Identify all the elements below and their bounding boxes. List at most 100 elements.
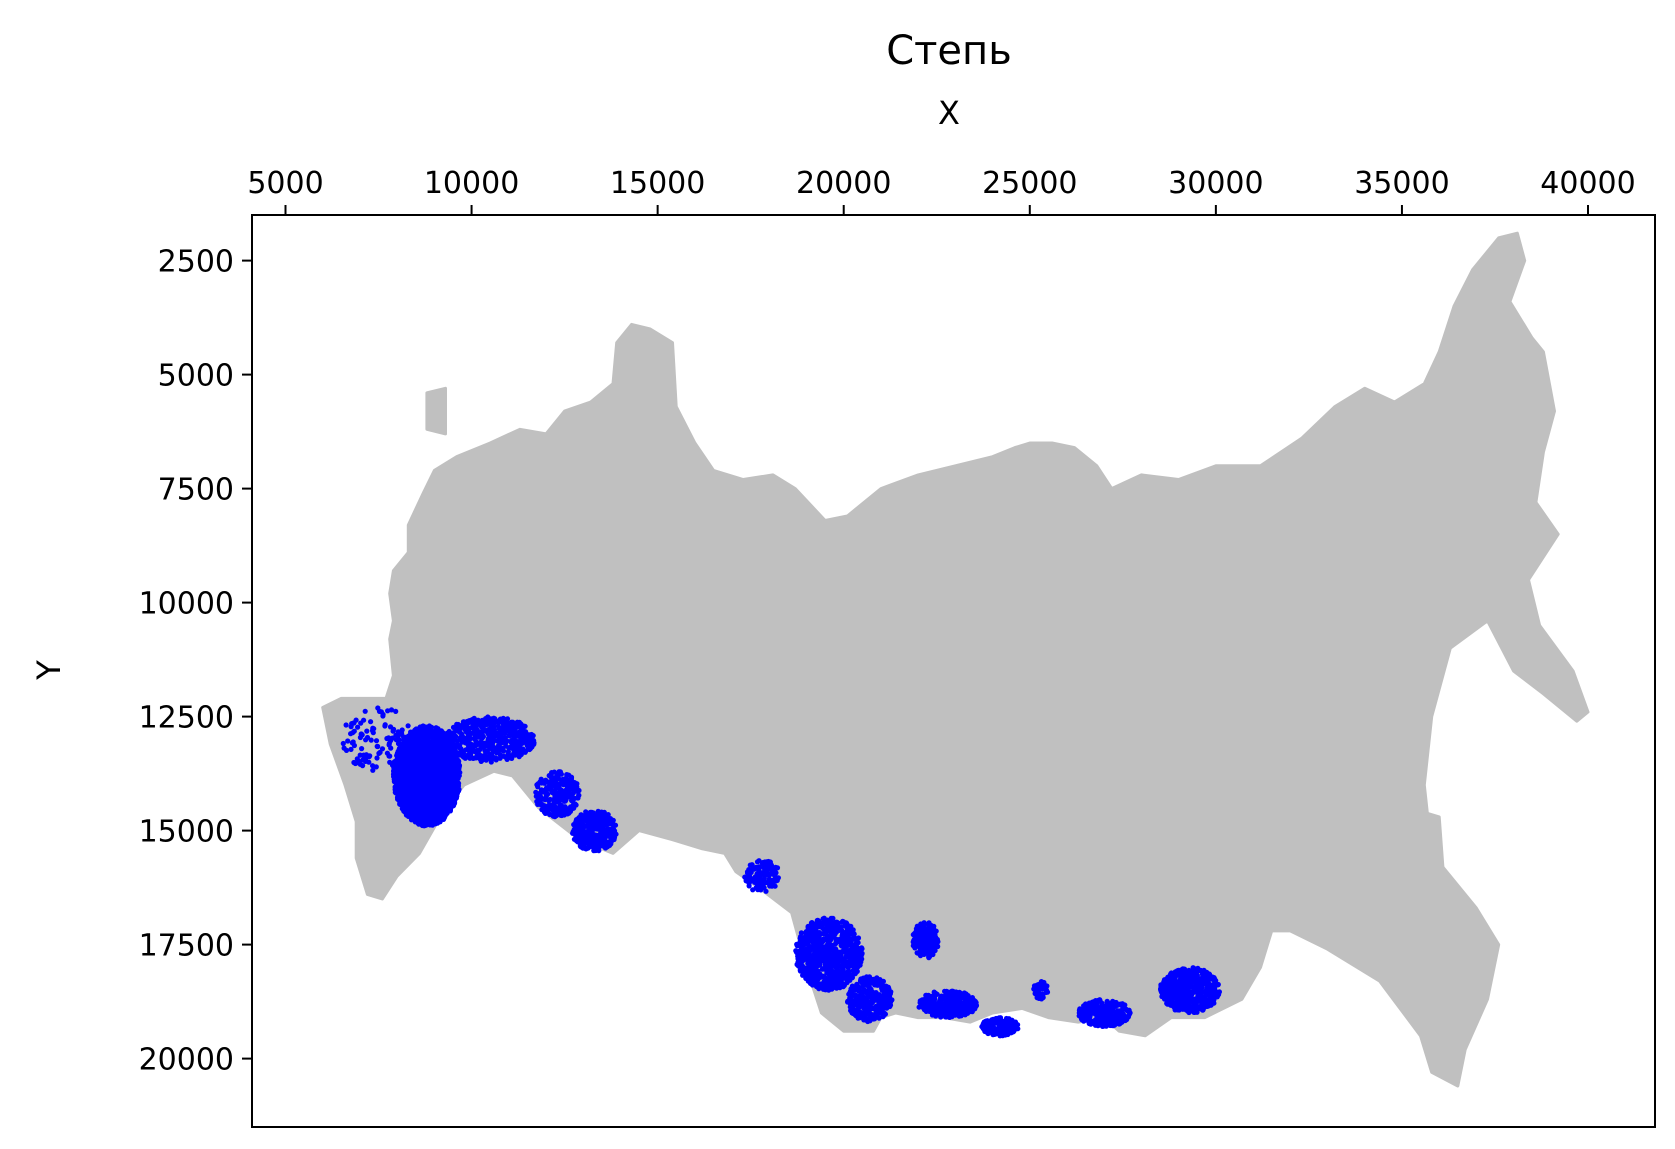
steppe-point: [456, 773, 462, 779]
steppe-point: [433, 816, 439, 822]
steppe-point: [416, 819, 422, 825]
steppe-point: [440, 762, 446, 768]
steppe-points: [340, 705, 1222, 1039]
steppe-point: [352, 760, 358, 767]
steppe-point: [499, 729, 505, 735]
steppe-point: [469, 720, 475, 726]
steppe-point: [448, 765, 455, 771]
steppe-point: [430, 752, 436, 758]
steppe-point: [850, 1010, 856, 1017]
steppe-point: [373, 738, 380, 744]
steppe-point: [411, 745, 417, 751]
steppe-point: [454, 787, 461, 793]
steppe-point: [598, 820, 604, 826]
steppe-point: [546, 798, 552, 804]
territory-region-1: [425, 386, 447, 436]
steppe-point: [797, 967, 803, 973]
steppe-point: [428, 807, 434, 813]
steppe-point: [405, 743, 411, 750]
steppe-point: [536, 798, 542, 804]
steppe-point: [341, 745, 347, 751]
steppe-point: [447, 791, 453, 798]
steppe-point: [497, 734, 503, 740]
steppe-point: [474, 753, 480, 759]
steppe-point: [932, 936, 938, 942]
steppe-point: [458, 748, 464, 754]
steppe-point: [407, 791, 414, 797]
steppe-point: [588, 833, 594, 839]
steppe-point: [418, 809, 424, 815]
steppe-point: [593, 843, 599, 849]
steppe-point: [770, 878, 776, 884]
steppe-point: [574, 817, 580, 823]
steppe-point: [558, 796, 564, 802]
steppe-point: [552, 814, 558, 820]
steppe-point: [883, 986, 889, 993]
steppe-point: [483, 757, 489, 763]
steppe-point: [764, 867, 770, 874]
steppe-point: [912, 945, 918, 951]
steppe-point: [837, 958, 843, 964]
steppe-point: [825, 965, 831, 971]
steppe-point: [400, 772, 406, 778]
steppe-point: [824, 932, 830, 938]
steppe-point: [818, 974, 824, 980]
steppe-point: [421, 791, 427, 797]
steppe-point: [456, 758, 462, 765]
steppe-point: [870, 980, 876, 986]
steppe-point: [405, 723, 411, 729]
steppe-point: [853, 959, 859, 965]
steppe-point: [368, 737, 374, 743]
steppe-point: [829, 975, 836, 981]
steppe-point: [830, 955, 836, 961]
steppe-point: [426, 773, 432, 780]
steppe-point: [577, 824, 583, 831]
steppe-point: [439, 734, 445, 740]
steppe-point: [925, 992, 932, 999]
steppe-point: [571, 827, 577, 833]
steppe-point: [502, 718, 508, 724]
steppe-point: [593, 826, 599, 832]
steppe-point: [403, 779, 409, 786]
steppe-point: [602, 814, 608, 820]
steppe-point: [402, 809, 408, 815]
steppe-point: [444, 786, 451, 792]
steppe-point: [541, 796, 547, 802]
steppe-point: [430, 821, 436, 827]
steppe-point: [814, 950, 820, 956]
steppe-point: [911, 931, 917, 937]
steppe-point: [379, 746, 386, 752]
steppe-point: [817, 940, 823, 947]
steppe-point: [477, 746, 483, 753]
steppe-point: [819, 954, 826, 960]
steppe-point: [465, 740, 471, 746]
steppe-point: [870, 1012, 876, 1018]
steppe-point: [507, 753, 513, 759]
steppe-point: [350, 739, 356, 745]
steppe-point: [595, 808, 601, 815]
steppe-point: [491, 715, 497, 721]
steppe-point: [493, 755, 499, 761]
steppe-point: [405, 813, 411, 820]
steppe-point: [817, 930, 823, 936]
steppe-point: [404, 772, 410, 778]
steppe-point: [473, 742, 479, 748]
steppe-point: [459, 732, 465, 738]
steppe-point: [441, 798, 447, 804]
steppe-point: [440, 807, 446, 814]
steppe-point: [586, 825, 592, 831]
steppe-point: [437, 756, 443, 763]
steppe-point: [581, 835, 587, 841]
steppe-point: [495, 718, 501, 724]
steppe-point: [355, 724, 361, 730]
steppe-point: [839, 974, 845, 980]
steppe-point: [422, 820, 428, 826]
steppe-point: [447, 773, 454, 779]
steppe-point: [771, 872, 777, 878]
steppe-point: [820, 936, 826, 942]
steppe-point: [507, 732, 513, 738]
steppe-point: [924, 933, 931, 939]
steppe-point: [819, 948, 825, 954]
steppe-point: [426, 763, 432, 769]
